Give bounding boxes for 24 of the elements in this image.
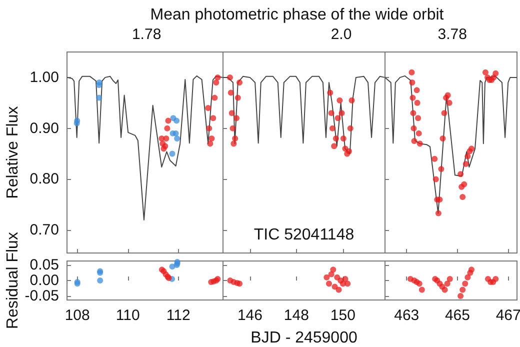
y-tick-label: 0.70 bbox=[30, 222, 59, 239]
text: 2.0 bbox=[330, 26, 352, 43]
x-tick-label: 463 bbox=[394, 307, 420, 324]
y-tick-label: 0.90 bbox=[30, 120, 59, 137]
x-tick-label: 146 bbox=[237, 307, 262, 324]
x-tick-label: 465 bbox=[444, 307, 470, 324]
y-axis-title: Residual Flux bbox=[4, 232, 22, 329]
x-tick-label: 467 bbox=[496, 307, 520, 324]
x-tick-label: 112 bbox=[166, 307, 190, 324]
y-tick-label: 1.00 bbox=[30, 68, 59, 86]
y-tick-label: -0.05 bbox=[24, 287, 59, 304]
y-tick-label: 0.00 bbox=[30, 272, 59, 289]
text: 3.78 bbox=[438, 26, 467, 43]
y-axis-title: Relative Flux bbox=[4, 106, 22, 199]
annotation: TIC 52041148 bbox=[254, 226, 354, 244]
chart-title: Mean photometric phase of the wide orbit bbox=[150, 6, 444, 24]
x-tick-label: 148 bbox=[284, 307, 309, 324]
x-tick-label: 110 bbox=[116, 307, 140, 324]
text: 1.78 bbox=[132, 26, 162, 43]
y-tick-label: 0.05 bbox=[30, 256, 59, 274]
y-tick-label: 0.80 bbox=[30, 170, 59, 188]
x-axis-title: BJD - 2459000 bbox=[250, 330, 358, 346]
x-tick-label: 108 bbox=[64, 307, 90, 324]
x-tick-label: 150 bbox=[330, 307, 356, 324]
